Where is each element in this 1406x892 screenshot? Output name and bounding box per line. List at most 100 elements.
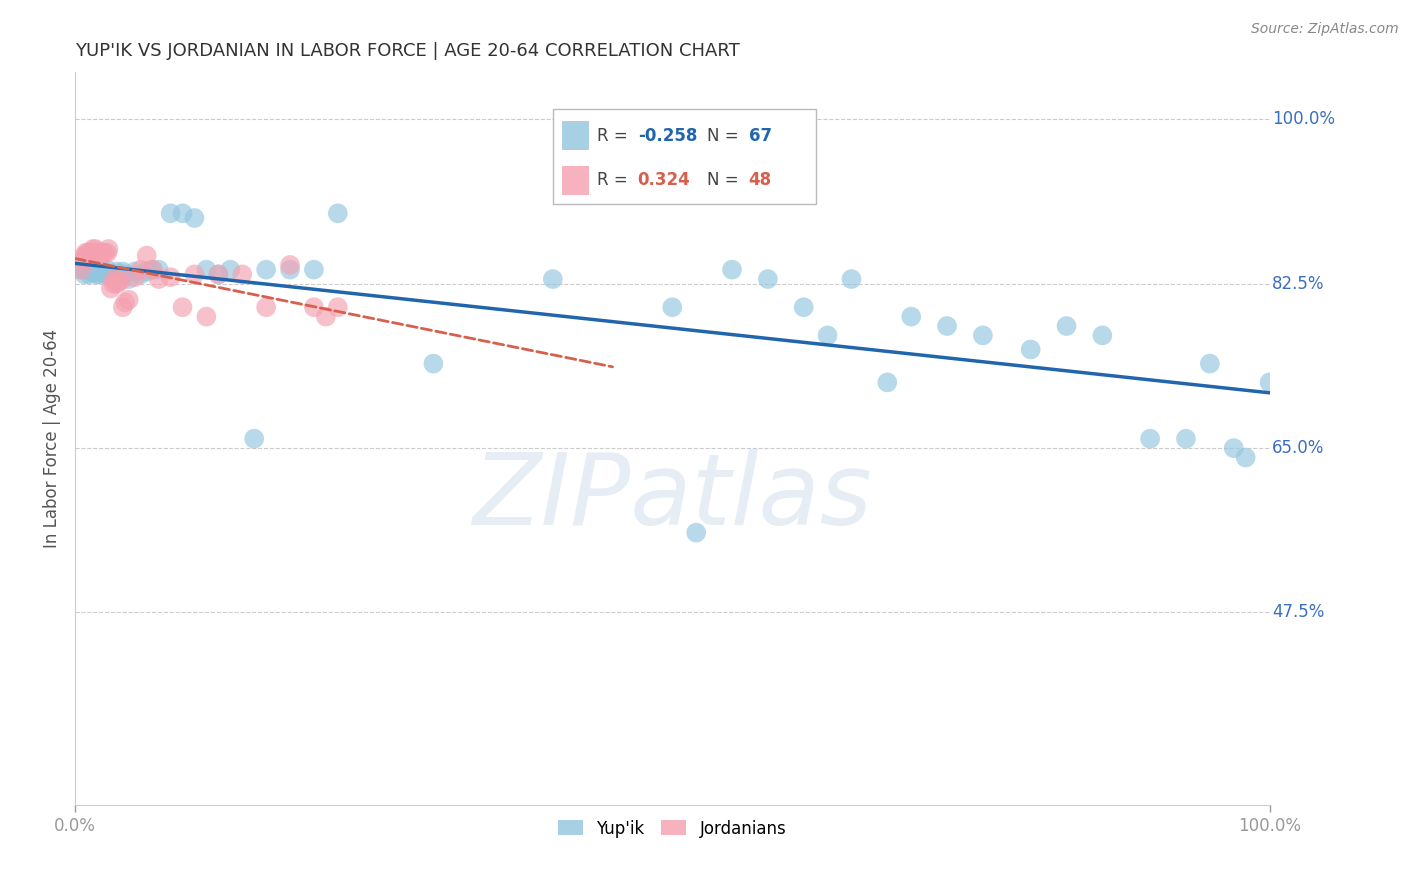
Text: 48: 48 [749,171,772,189]
Point [1222,441,1244,455]
Point [97,242,120,256]
Point [82,242,104,256]
Point [86,249,108,263]
Point [685,525,707,540]
Text: 82.5%: 82.5% [1272,275,1324,293]
Point [79,268,101,282]
Point [89,262,111,277]
Point [900,310,922,324]
Point [876,376,898,390]
Point [76,249,98,263]
Point [75,245,97,260]
Point [91,265,114,279]
Text: N =: N = [707,171,744,189]
Point [278,262,301,277]
FancyBboxPatch shape [562,121,589,151]
Point [105,277,128,291]
Point [108,268,131,282]
Point [422,357,444,371]
Point [73,268,96,282]
Point [129,268,152,282]
Point [84,242,107,256]
Point [86,245,108,260]
Point [79,249,101,263]
Point [172,206,194,220]
Point [94,264,117,278]
Text: N =: N = [707,127,744,145]
Text: 100.0%: 100.0% [1272,111,1334,128]
Point [94,268,117,282]
FancyBboxPatch shape [562,166,589,195]
Point [936,318,959,333]
Point [124,270,146,285]
Text: YUP'IK VS JORDANIAN IN LABOR FORCE | AGE 20-64 CORRELATION CHART: YUP'IK VS JORDANIAN IN LABOR FORCE | AGE… [75,42,740,60]
Point [243,432,266,446]
Point [278,258,301,272]
Point [76,253,98,268]
Text: 67: 67 [749,127,772,145]
Point [114,295,136,310]
Point [721,262,744,277]
Point [73,249,96,263]
Point [87,268,110,282]
Point [159,206,181,220]
Point [326,206,349,220]
Point [1258,376,1281,390]
Point [111,300,134,314]
Point [183,211,205,225]
Point [148,262,170,277]
Point [70,262,93,277]
Point [103,272,125,286]
Text: 0.324: 0.324 [638,171,690,189]
Legend: Yup'ik, Jordanians: Yup'ik, Jordanians [551,813,793,845]
Point [142,262,165,277]
Point [118,272,141,286]
Point [1019,343,1042,357]
Point [83,264,105,278]
Point [110,274,132,288]
Point [972,328,994,343]
Point [135,249,157,263]
Point [80,249,103,263]
Point [172,300,194,314]
Point [326,300,349,314]
Point [159,270,181,285]
Point [76,258,98,272]
Point [84,262,107,277]
Point [96,262,118,277]
Point [111,264,134,278]
Point [1056,318,1078,333]
Point [841,272,863,286]
Point [82,262,104,277]
Point [1174,432,1197,446]
Point [183,268,205,282]
Point [108,274,131,288]
Point [756,272,779,286]
Point [103,277,125,291]
Point [142,262,165,277]
Text: 47.5%: 47.5% [1272,604,1324,622]
Point [87,262,110,277]
Point [254,300,277,314]
Text: R =: R = [598,171,638,189]
Text: 65.0%: 65.0% [1272,439,1324,457]
Point [315,310,337,324]
Point [82,245,104,260]
Point [86,264,108,278]
Text: -0.258: -0.258 [638,127,697,145]
Point [195,262,218,277]
Point [89,245,111,260]
Point [118,293,141,307]
Point [86,262,108,277]
FancyBboxPatch shape [553,109,815,204]
Y-axis label: In Labor Force | Age 20-64: In Labor Force | Age 20-64 [44,329,60,549]
Point [72,253,94,268]
Point [541,272,564,286]
Point [87,249,110,263]
Point [83,245,105,260]
Point [207,268,229,282]
Point [135,264,157,278]
Point [86,268,108,282]
Point [1234,450,1257,465]
Point [793,300,815,314]
